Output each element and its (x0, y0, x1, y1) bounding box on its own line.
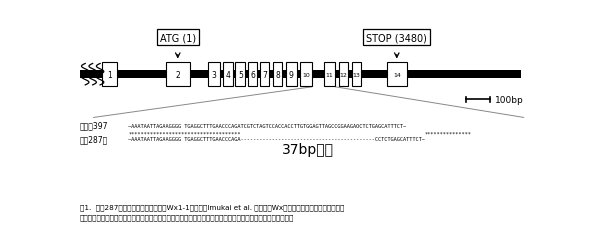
Text: 5: 5 (238, 70, 243, 79)
Bar (208, 63, 220, 86)
Text: きらら397: きらら397 (80, 121, 108, 130)
Text: 14: 14 (393, 72, 401, 77)
Text: 6: 6 (250, 70, 255, 79)
Text: ~AAATAATTAGAAGGGG TGAGGCTTTGAACCCAGATCGTCTAGTCCACCACCTTGTGGAGTTAGCCGGAAGAOCTCTGA: ~AAATAATTAGAAGGGG TGAGGCTTTGAACCCAGATCGT… (128, 123, 407, 128)
Bar (248, 63, 257, 86)
Text: ~AAATAATTAGAAGGGG TGAGGCTTTGAACCCAGA-------------------------------------------C: ~AAATAATTAGAAGGGG TGAGGCTTTGAACCCAGA----… (128, 136, 425, 141)
Text: 12: 12 (340, 72, 347, 77)
Text: 10: 10 (302, 72, 310, 77)
Bar (80, 71, 521, 79)
Text: 北海287号: 北海287号 (80, 134, 108, 143)
Bar (300, 63, 311, 86)
Text: 1: 1 (107, 70, 112, 79)
Text: 4: 4 (226, 70, 230, 79)
Text: 2: 2 (175, 70, 180, 79)
Text: 3: 3 (212, 70, 217, 79)
Bar (338, 63, 349, 86)
Bar (352, 63, 361, 86)
Bar (386, 63, 407, 86)
Text: 図1.  北海287号の低アミロース遣伝子Wx1-1の構造。Imukai et al. が示したWx座の遣伝子の構造を基に作図。: 図1. 北海287号の低アミロース遣伝子Wx1-1の構造。Imukai et a… (80, 204, 344, 210)
Text: 8: 8 (275, 70, 280, 79)
Text: 11: 11 (326, 72, 334, 77)
Text: 13: 13 (353, 72, 361, 77)
Text: 37bp欠失: 37bp欠失 (281, 142, 334, 156)
Text: ATG (1): ATG (1) (160, 33, 196, 43)
Bar (272, 63, 283, 86)
Bar (166, 63, 190, 86)
Text: 7: 7 (262, 70, 267, 79)
Bar (235, 63, 245, 86)
Text: ************************************: ************************************ (128, 131, 241, 136)
Text: 100bp: 100bp (495, 96, 524, 105)
Text: 9: 9 (289, 70, 293, 79)
Bar (260, 63, 269, 86)
Text: ***************: *************** (425, 131, 472, 136)
Bar (102, 63, 117, 86)
Bar (286, 63, 297, 86)
Bar (324, 63, 335, 86)
Text: 白いボックスはエキソン、黒いバーはイントロンを示す。翻訳開始点から終了点までの塩基配列を解析した。: 白いボックスはエキソン、黒いバーはイントロンを示す。翻訳開始点から終了点までの塩… (80, 213, 294, 220)
Text: STOP (3480): STOP (3480) (367, 33, 427, 43)
Bar (223, 63, 233, 86)
